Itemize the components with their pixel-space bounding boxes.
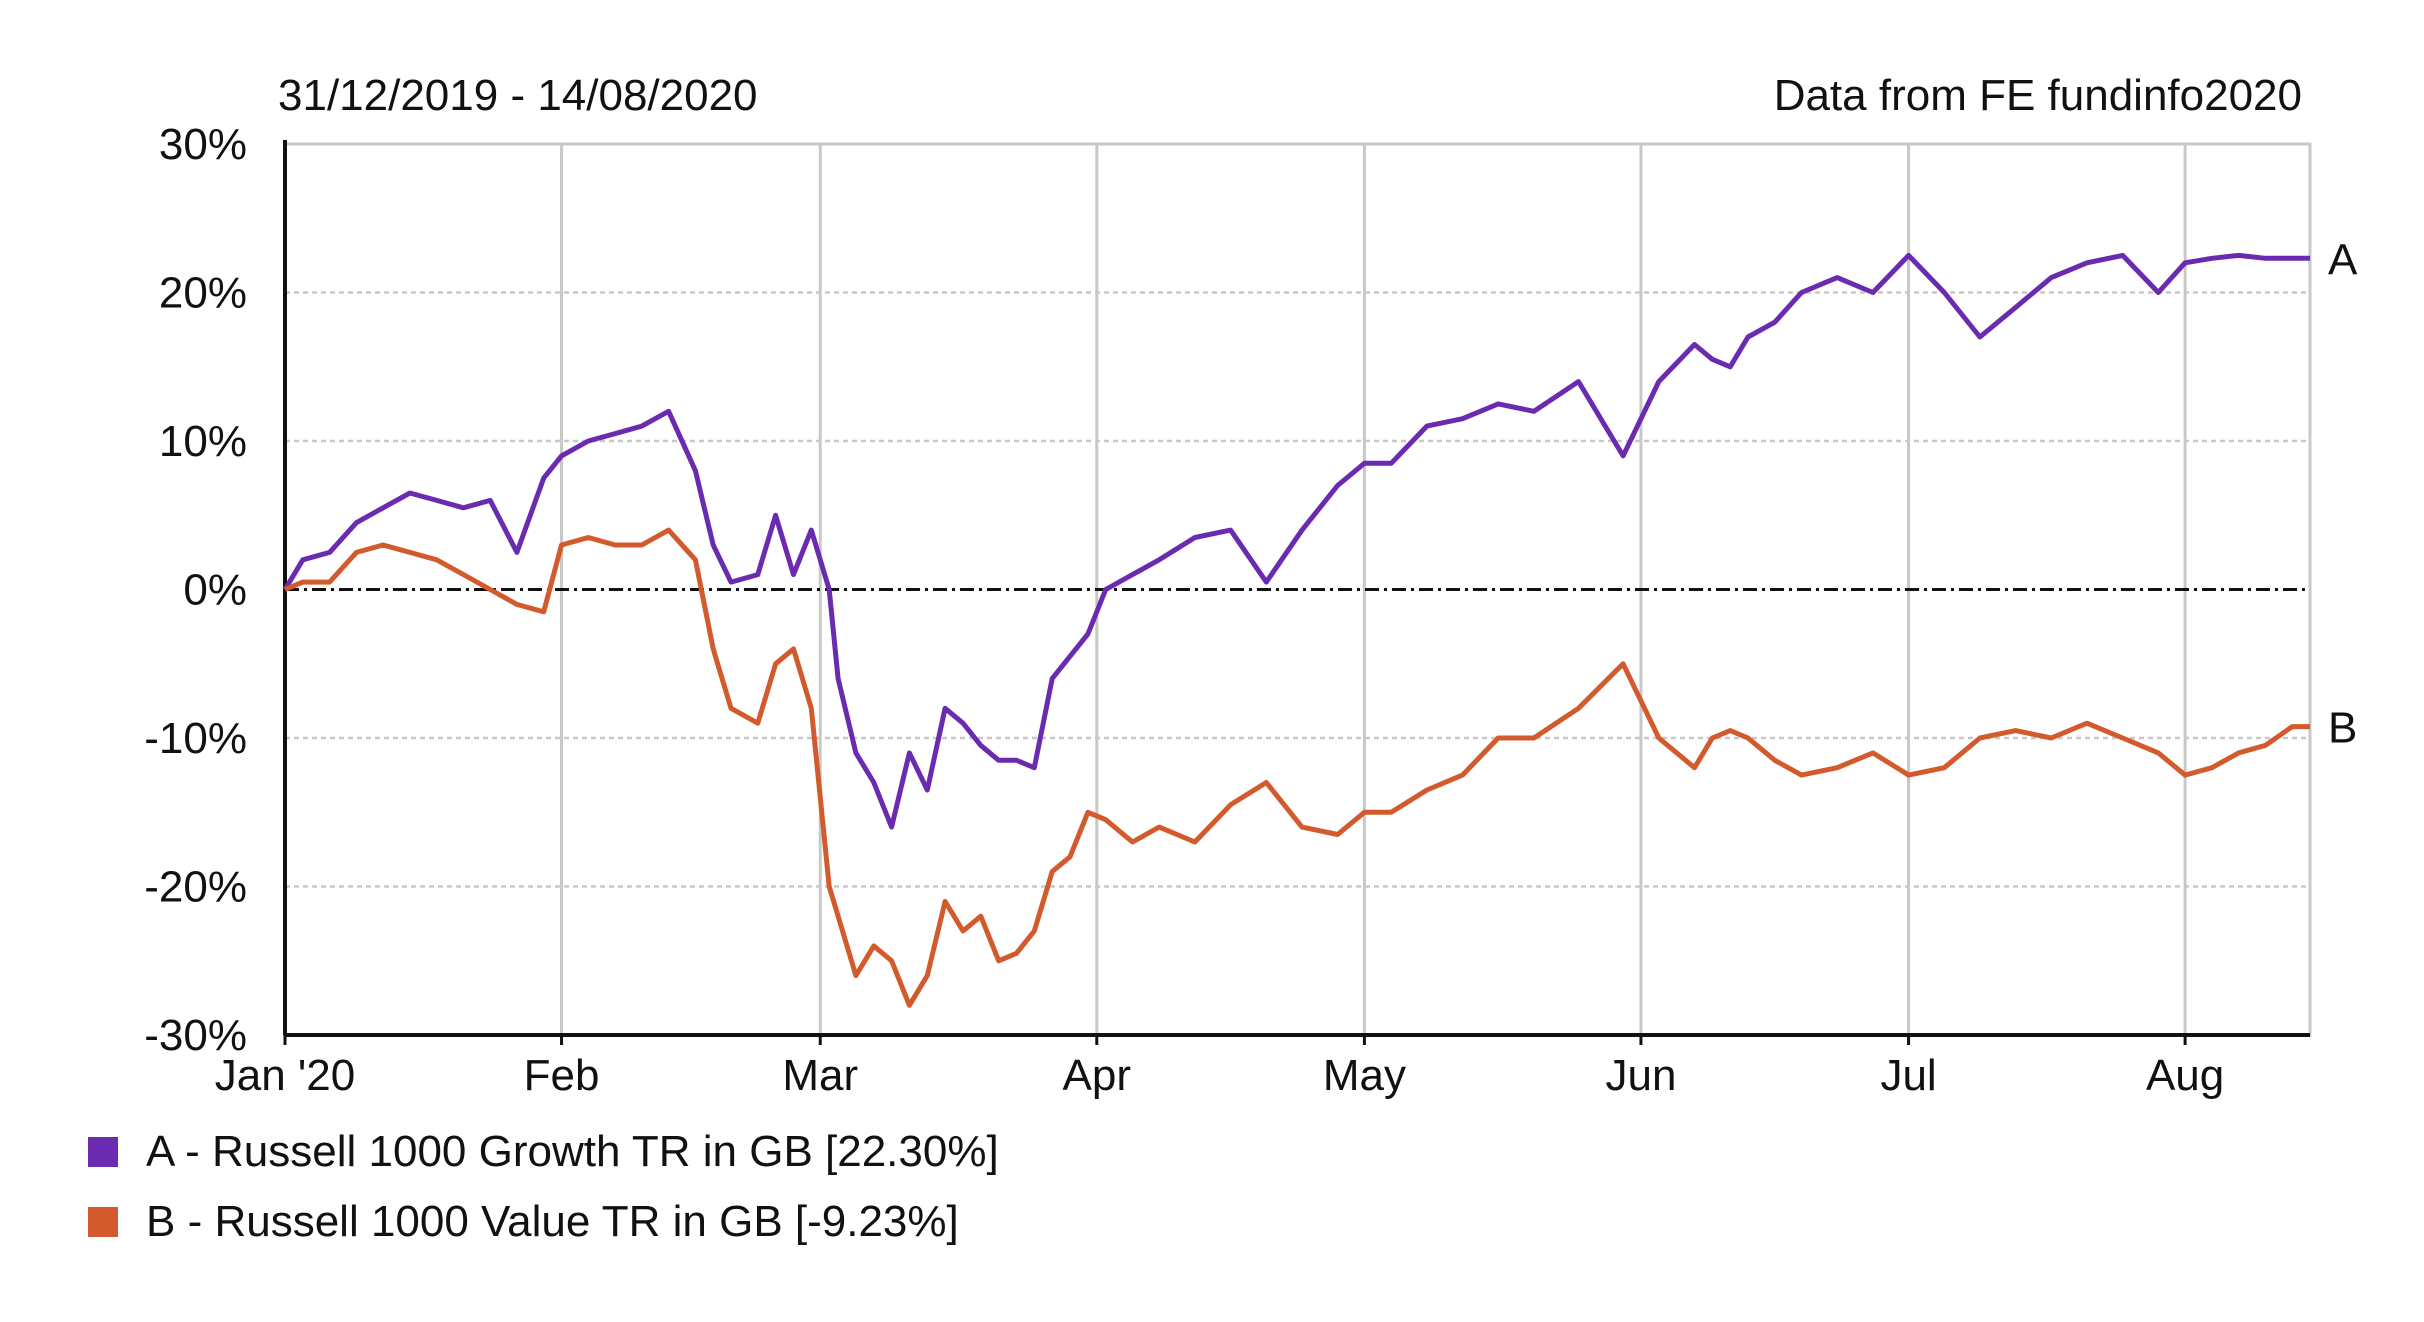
legend-item-b: B - Russell 1000 Value TR in GB [-9.23%] [88,1200,959,1244]
y-tick-label: 30% [159,120,247,169]
y-tick-label: -20% [144,863,247,912]
y-tick-label: 20% [159,269,247,318]
series-lines [282,252,2310,1008]
data-source-label: Data from FE fundinfo2020 [1774,71,2302,120]
series-end-label-b: B [2328,704,2357,753]
x-tick-label: Jan '20 [215,1051,356,1100]
x-tick-label: Apr [1063,1051,1131,1100]
legend-swatch-b [88,1207,118,1237]
x-tick-label: Jul [1880,1051,1936,1100]
y-tick-label: -10% [144,714,247,763]
x-tick-label: Aug [2146,1051,2224,1100]
legend-swatch-a [88,1137,118,1167]
series-line-b [284,527,2310,1008]
x-tick-label: May [1323,1051,1406,1100]
axes [283,140,2310,1045]
legend-label-a: A - Russell 1000 Growth TR in GB [22.30%… [146,1127,999,1176]
y-tick-label: 0% [183,566,247,615]
series-line-a [282,252,2310,830]
y-tick-label: -30% [144,1011,247,1060]
legend-label-b: B - Russell 1000 Value TR in GB [-9.23%] [146,1197,959,1246]
x-tick-label: Feb [524,1051,600,1100]
date-range-label: 31/12/2019 - 14/08/2020 [278,71,758,120]
legend-item-a: A - Russell 1000 Growth TR in GB [22.30%… [88,1130,999,1174]
series-end-label-a: A [2328,235,2358,284]
y-tick-label: 10% [159,417,247,466]
x-tick-label: Mar [782,1051,858,1100]
tick-labels: 30% 20% 10% 0% -10% -20% -30%Jan '20 Feb Mar Apr M… [144,120,2358,1100]
x-tick-label: Jun [1605,1051,1676,1100]
